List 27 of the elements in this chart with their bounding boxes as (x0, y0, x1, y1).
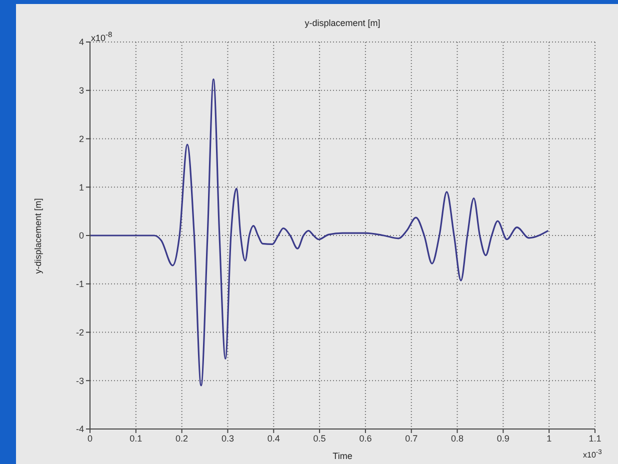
y-tick-label: -4 (76, 424, 84, 434)
y-tick-label: 1 (78, 182, 84, 192)
x-tick-label: 0.2 (176, 433, 188, 444)
line-series (90, 78, 549, 386)
y-tick-label: 4 (78, 37, 84, 48)
x-axis-title: Time (332, 451, 352, 461)
x-tick-label: 0.5 (313, 433, 326, 444)
x-tick-label: 0.3 (221, 433, 234, 444)
text: x10$^{-3}$ (583, 449, 602, 460)
y-tick-label: 0 (78, 230, 84, 241)
annotation: x10$^{-8}$ (91, 30, 112, 43)
x-tick-label: 0.4 (267, 433, 280, 444)
x-tick-label: 0.7 (405, 433, 418, 444)
x-tick-label: 0.6 (359, 433, 372, 444)
chart-title: y-displacement [m] (304, 18, 382, 28)
x-tick-label: 0 (87, 433, 93, 444)
y-tick-label: 3 (78, 86, 84, 96)
x-tick-label: 0.8 (451, 433, 464, 444)
y-tick-label: 2 (78, 134, 84, 144)
x-tick-label: 0.1 (130, 433, 142, 444)
x-tick-label: 0.9 (496, 433, 510, 444)
y-tick-label: -3 (76, 376, 84, 386)
y-tick-label: -1 (76, 279, 84, 290)
y-axis-title: y-displacement [m] (33, 198, 43, 274)
y-tick-label: -2 (76, 327, 84, 338)
x-tick-label: 1 (546, 433, 552, 444)
x-tick-label: 1.1 (588, 433, 602, 444)
